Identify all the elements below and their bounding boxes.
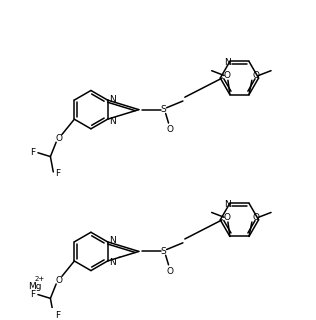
Text: N: N [109, 95, 116, 104]
Text: O: O [167, 267, 174, 276]
Text: O: O [223, 71, 230, 80]
Text: N: N [109, 116, 116, 126]
Text: 2+: 2+ [34, 276, 44, 282]
Text: O: O [56, 134, 63, 143]
Text: Mg: Mg [28, 282, 41, 292]
Text: O: O [252, 71, 259, 80]
Text: ⁻: ⁻ [117, 112, 121, 121]
Text: N: N [225, 200, 231, 209]
Text: O: O [56, 276, 63, 285]
Text: ⁻: ⁻ [117, 254, 121, 263]
Text: F: F [56, 311, 61, 320]
Text: N: N [225, 58, 231, 67]
Text: O: O [252, 213, 259, 222]
Text: O: O [167, 125, 174, 134]
Text: S: S [161, 247, 167, 256]
Text: N: N [109, 259, 116, 268]
Text: F: F [30, 148, 35, 157]
Text: F: F [30, 290, 35, 299]
Text: O: O [223, 213, 230, 222]
Text: N: N [109, 236, 116, 245]
Text: F: F [56, 169, 61, 178]
Text: S: S [161, 105, 167, 114]
